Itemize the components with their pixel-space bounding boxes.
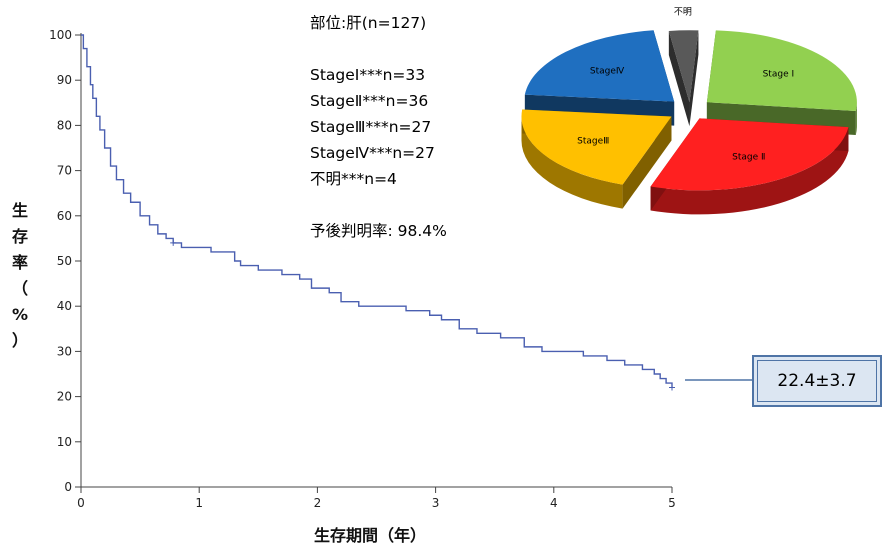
y-tick-label: 80 <box>57 118 72 132</box>
spacer <box>310 192 447 218</box>
y-axis-title: 生存率 （% ） <box>12 201 28 350</box>
pie-slice <box>706 30 857 112</box>
x-tick-label: 4 <box>550 496 558 510</box>
info-panel: 部位:肝(n=127) StageⅠ***n=33 StageⅡ***n=36 … <box>310 10 447 244</box>
pie-slice-label: Stage Ⅰ <box>763 70 795 80</box>
pie-slice <box>650 118 849 191</box>
y-axis-title-char: 存 <box>12 227 28 246</box>
x-axis-title: 生存期間（年） <box>314 526 426 545</box>
y-tick-label: 0 <box>64 480 72 494</box>
follow-up-rate: 予後判明率: 98.4% <box>310 222 447 240</box>
y-tick-label: 90 <box>57 73 72 87</box>
y-axis-title-char: （ <box>12 279 28 298</box>
censor-mark <box>669 384 675 391</box>
y-tick-label: 60 <box>57 209 72 223</box>
pie-slice-label: StageⅣ <box>590 67 625 77</box>
y-tick-label: 30 <box>57 344 72 358</box>
x-tick-label: 0 <box>77 496 85 510</box>
y-axis-title-char: % <box>12 305 28 324</box>
pie-slice <box>521 109 672 185</box>
stage4-count: StageⅣ***n=27 <box>310 144 435 162</box>
survival-curve <box>81 34 673 388</box>
survival-rate-callout: 22.4±3.7 <box>752 355 882 407</box>
callout-value: 22.4±3.7 <box>777 371 857 391</box>
pie-chart: StageⅣ 不明 Stage Ⅰ StageⅢ Stage Ⅱ <box>521 7 857 215</box>
stage2-count: StageⅡ***n=36 <box>310 92 429 110</box>
spacer <box>310 36 447 62</box>
y-tick-label: 50 <box>57 254 72 268</box>
pie-slice-wall <box>689 30 699 127</box>
unknown-count: 不明***n=4 <box>310 170 397 188</box>
y-tick-label: 20 <box>57 390 72 404</box>
pie-slice-label: StageⅢ <box>577 137 609 147</box>
callout-inner-border <box>757 360 877 402</box>
y-tick-label: 40 <box>57 299 72 313</box>
x-tick-label: 2 <box>314 496 322 510</box>
y-axis-title-char: 率 <box>12 253 28 272</box>
site-label: 部位:肝(n=127) <box>310 14 427 32</box>
pie-slice-wall <box>668 30 690 127</box>
pie-slice-side <box>855 102 857 136</box>
y-tick-label: 100 <box>49 28 72 42</box>
censor-mark <box>170 239 177 246</box>
stage1-count: StageⅠ***n=33 <box>310 66 426 84</box>
pie-slice-label: Stage Ⅱ <box>732 152 765 162</box>
x-tick-label: 3 <box>432 496 440 510</box>
pie-slice <box>524 30 675 102</box>
x-tick-label: 1 <box>195 496 203 510</box>
y-axis-title-char: 生 <box>12 201 28 220</box>
km-axes: 0 10 20 30 40 50 60 70 80 90 100 0 1 2 3 4 5 <box>49 28 676 510</box>
pie-slice-side <box>521 116 623 209</box>
km-curve-group <box>81 34 675 391</box>
x-tick-label: 5 <box>668 496 676 510</box>
stage3-count: StageⅢ***n=27 <box>310 118 432 136</box>
pie-slice-side <box>650 127 849 215</box>
y-tick-label: 10 <box>57 435 72 449</box>
pie-slice <box>668 30 699 103</box>
pie-slice-label: 不明 <box>674 7 692 18</box>
y-tick-label: 70 <box>57 164 72 178</box>
y-axis-title-char: ） <box>12 331 28 350</box>
